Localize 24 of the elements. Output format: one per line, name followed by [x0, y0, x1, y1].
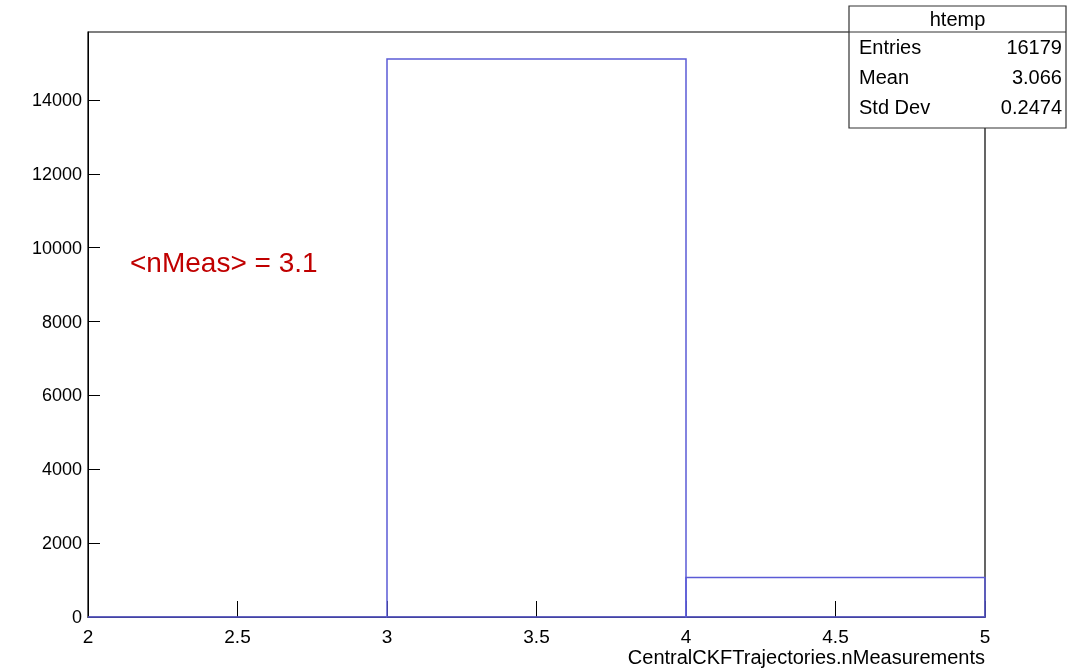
x-tick-label: 3: [381, 626, 393, 647]
x-tick-label: 2.5: [224, 626, 251, 647]
annotation: Entries: [859, 36, 922, 58]
y-tick-label: 8000: [41, 311, 82, 332]
annotation: Std Dev: [859, 96, 931, 118]
y-tick-label: 14000: [31, 89, 82, 110]
x-tick-label: 5: [979, 626, 991, 647]
y-tick-label: 0: [71, 607, 82, 627]
y-tick-label: 4000: [41, 459, 82, 480]
text: 3.066: [1011, 66, 1062, 88]
text: htemp: [929, 8, 986, 30]
x-tick-label: 4: [680, 626, 692, 647]
x-tick-label: 3.5: [523, 626, 550, 647]
y-tick-label: 2000: [41, 533, 82, 554]
text: 16179: [1006, 36, 1062, 58]
y-tick-label: 12000: [31, 163, 82, 184]
y-tick-label: 6000: [41, 385, 82, 406]
text: 0.2474: [1000, 96, 1062, 118]
y-tick-label: 10000: [31, 237, 82, 258]
annotation: <nMeas> = 3.1: [130, 246, 318, 278]
x-tick-label: 4.5: [822, 626, 849, 647]
annotation: Mean: [859, 66, 910, 88]
x-axis-title: CentralCKFTrajectories.nMeasurements: [627, 646, 986, 668]
x-tick-label: 2: [82, 626, 94, 647]
